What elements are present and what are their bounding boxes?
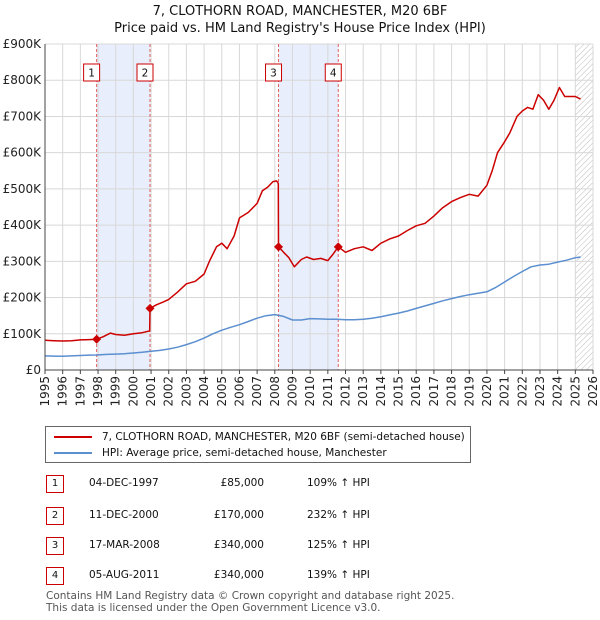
transaction-date: 11-DEC-2000 [89, 509, 159, 521]
x-tick-label: 2021 [498, 376, 512, 407]
transaction-date: 17-MAR-2008 [89, 539, 160, 551]
x-tick-label: 2000 [126, 376, 140, 407]
sale-point [333, 242, 343, 252]
x-tick-label: 2025 [568, 376, 582, 407]
y-tick-label: £100K [3, 327, 43, 341]
footer-copyright: Contains HM Land Registry data © Crown c… [46, 590, 455, 602]
x-tick-label: 2007 [250, 376, 264, 407]
sale-label: 3 [270, 68, 277, 80]
transaction-number: 1 [46, 475, 64, 493]
x-tick-label: 2014 [374, 376, 388, 407]
y-tick-label: £200K [3, 291, 43, 305]
sale-label-box [83, 63, 101, 82]
x-tick-label: 2015 [392, 376, 406, 407]
transaction-row: 3 17-MAR-2008 £340,000 125% ↑ HPI [46, 537, 466, 559]
x-tick-label: 2001 [144, 376, 158, 407]
x-tick-label: 2013 [356, 376, 370, 407]
transaction-hpi: 109% ↑ HPI [307, 477, 370, 489]
chart-title: 7, CLOTHORN ROAD, MANCHESTER, M20 6BF [152, 4, 448, 19]
transaction-row: 4 05-AUG-2011 £340,000 139% ↑ HPI [46, 567, 466, 589]
transaction-row: 1 04-DEC-1997 £85,000 109% ↑ HPI [46, 475, 466, 497]
future-hatch [575, 44, 593, 370]
sale-label-box [265, 63, 283, 82]
x-tick-label: 2006 [232, 376, 246, 407]
x-tick-label: 1997 [73, 376, 87, 407]
legend-label-property: 7, CLOTHORN ROAD, MANCHESTER, M20 6BF (s… [102, 431, 465, 443]
chart-subtitle: Price paid vs. HM Land Registry's House … [114, 21, 486, 36]
legend-label-hpi: HPI: Average price, semi-detached house,… [102, 447, 387, 459]
sale-label-box [136, 63, 154, 82]
y-tick-label: £800K [3, 73, 43, 87]
x-tick-label: 2020 [480, 376, 494, 407]
legend-item-property: 7, CLOTHORN ROAD, MANCHESTER, M20 6BF (s… [54, 431, 465, 443]
sale-label: 1 [88, 68, 95, 80]
y-tick-label: £0 [26, 363, 41, 377]
y-tick-label: £300K [3, 254, 43, 268]
y-tick-label: £600K [3, 146, 43, 160]
sale-label: 2 [142, 68, 149, 80]
x-tick-label: 2005 [215, 376, 229, 407]
sale-point [145, 303, 155, 313]
sale-point [274, 242, 284, 252]
legend-swatch-hpi [54, 452, 92, 454]
price-chart: 1 2 3 4 £0 £100K £200K £300K £400K £500K £600K £700… [3, 37, 600, 407]
x-tick-label: 2010 [303, 376, 317, 407]
transaction-number: 4 [46, 567, 64, 585]
transaction-date: 05-AUG-2011 [89, 569, 160, 581]
x-tick-label: 1998 [91, 376, 105, 407]
transaction-date: 04-DEC-1997 [89, 477, 159, 489]
x-tick-label: 2017 [427, 376, 441, 407]
x-tick-label: 2018 [445, 376, 459, 407]
x-tick-label: 2024 [551, 376, 565, 407]
x-tick-label: 2003 [179, 376, 193, 407]
transaction-price: £170,000 [213, 509, 264, 521]
sale-label: 4 [330, 68, 337, 80]
ownership-shade [278, 44, 339, 370]
x-tick-label: 2022 [515, 376, 529, 407]
y-tick-label: £400K [3, 218, 43, 232]
x-tick-label: 1995 [38, 376, 52, 407]
x-tick-label: 2009 [285, 376, 299, 407]
footer-licence: This data is licensed under the Open Gov… [46, 602, 381, 614]
x-tick-label: 1996 [56, 376, 70, 407]
y-tick-label: £900K [3, 37, 43, 51]
transaction-price: £340,000 [213, 539, 264, 551]
x-tick-label: 2019 [462, 376, 476, 407]
x-tick-label: 2012 [339, 376, 353, 407]
x-tick-label: 2002 [162, 376, 176, 407]
transaction-hpi: 232% ↑ HPI [307, 509, 370, 521]
transaction-number: 2 [46, 507, 64, 525]
property-price-line [44, 86, 581, 342]
sale-label-box [324, 63, 342, 82]
x-tick-label: 2004 [197, 376, 211, 407]
transaction-row: 2 11-DEC-2000 £170,000 232% ↑ HPI [46, 507, 466, 529]
sale-point [92, 334, 102, 344]
x-tick-label: 2011 [321, 376, 335, 407]
y-tick-label: £700K [3, 109, 43, 123]
transaction-hpi: 139% ↑ HPI [307, 569, 370, 581]
x-tick-label: 2008 [268, 376, 282, 407]
transaction-hpi: 125% ↑ HPI [307, 539, 370, 551]
y-tick-label: £500K [3, 182, 43, 196]
x-tick-label: 2026 [586, 376, 600, 407]
ownership-shade [96, 44, 151, 370]
x-tick-label: 1999 [109, 376, 123, 407]
x-tick-label: 2023 [533, 376, 547, 407]
transaction-price: £85,000 [220, 477, 264, 489]
transaction-price: £340,000 [213, 569, 264, 581]
transaction-number: 3 [46, 537, 64, 555]
legend-item-hpi: HPI: Average price, semi-detached house,… [54, 447, 387, 459]
hpi-line [44, 256, 581, 357]
x-tick-label: 2016 [409, 376, 423, 407]
legend: 7, CLOTHORN ROAD, MANCHESTER, M20 6BF (s… [45, 426, 471, 463]
legend-swatch-property [54, 436, 92, 438]
